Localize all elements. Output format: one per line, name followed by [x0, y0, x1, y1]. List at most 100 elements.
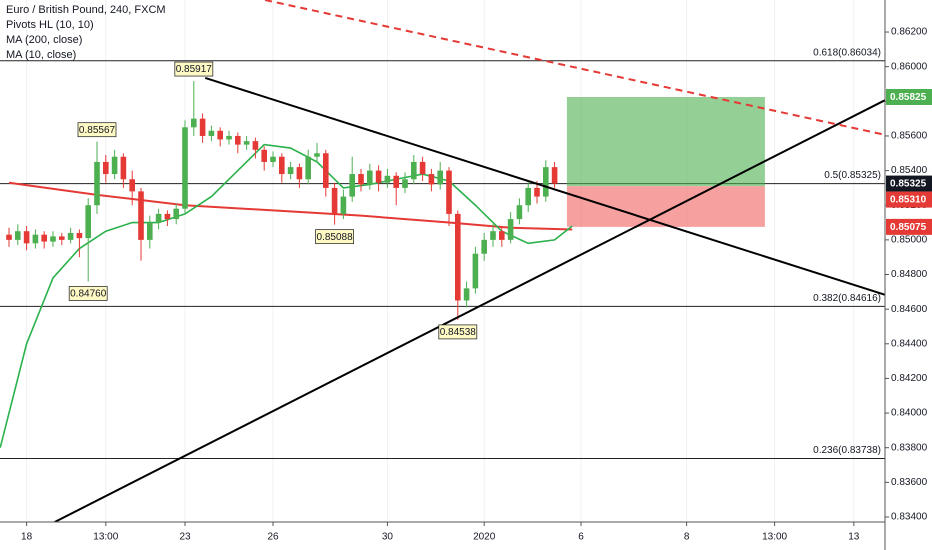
x-tick-label: 18 — [21, 532, 33, 543]
candle-body — [419, 161, 426, 175]
candle-body — [402, 179, 408, 188]
pivot-box — [77, 122, 117, 138]
moving-average — [8, 181, 573, 231]
candle-body — [296, 167, 303, 180]
legend-entry: MA (200, close) — [6, 34, 82, 46]
candle-body — [217, 130, 223, 140]
candle-body — [375, 170, 382, 183]
x-tick-label: 13 — [848, 532, 860, 543]
candle-body — [437, 170, 443, 185]
candle-body — [499, 231, 505, 240]
price-tag — [886, 88, 932, 105]
axes: 0.83400 0.83600 0.83800 0.84000 0.84200 0.844… — [21, 27, 932, 543]
candle-body — [103, 161, 109, 175]
y-tick-label: 0.83800 — [891, 442, 928, 453]
x-tick-label: 26 — [267, 532, 279, 543]
candle-body — [120, 156, 127, 180]
fib-label: 0.5(0.85325) — [824, 170, 881, 181]
candle-body — [525, 187, 531, 206]
y-tick-label: 0.85600 — [891, 131, 928, 142]
legend-entry: MA (10, close) — [6, 49, 76, 61]
legend-entry: Euro / British Pound, 240, FXCM — [6, 4, 166, 16]
x-tick-label: 13:00 — [762, 532, 787, 543]
y-tick-label: 0.84000 — [891, 408, 928, 419]
candle-body — [15, 231, 21, 240]
candle-body — [235, 135, 241, 145]
price-tag — [886, 218, 932, 235]
candle-body — [446, 170, 452, 214]
y-tick-label: 0.84600 — [891, 304, 928, 315]
pivot-label: 0.85088 — [317, 232, 354, 243]
candle-body — [305, 156, 311, 180]
candle-body — [111, 156, 118, 175]
candle-body — [155, 213, 162, 223]
candle-body — [129, 179, 135, 192]
candle-body — [384, 175, 391, 183]
candle-body — [358, 174, 364, 185]
candle-body — [551, 167, 558, 184]
candle-body — [23, 231, 30, 244]
candle-body — [340, 196, 347, 214]
price-tag — [886, 191, 932, 208]
legend-entry: Pivots HL (10, 10) — [6, 19, 94, 31]
candle-body — [6, 234, 12, 240]
candle-body — [252, 141, 259, 150]
price-tag-label: 0.85325 — [890, 179, 927, 190]
y-tick-label: 0.83400 — [891, 512, 928, 523]
plot: 0.618(0.86034) 0.5(0.85325) 0.382(0.84616)… — [0, 0, 886, 523]
target-zone — [566, 96, 765, 187]
moving-average — [0, 143, 573, 448]
candle-body — [208, 130, 215, 136]
candle-body — [472, 253, 479, 289]
y-tick-label: 0.85000 — [891, 235, 928, 246]
pivot-box — [174, 61, 214, 77]
pivot-label: 0.85917 — [176, 64, 213, 75]
candle-body — [59, 236, 65, 240]
candle-body — [243, 141, 250, 145]
candle-body — [67, 232, 74, 240]
candle-body — [138, 191, 144, 240]
pivot-box — [438, 324, 478, 340]
candle-body — [270, 156, 276, 162]
x-tick-label: 13:00 — [93, 532, 118, 543]
candle-body — [182, 127, 188, 209]
candle-body — [164, 213, 171, 220]
candle-body — [481, 239, 487, 254]
candle-body — [411, 161, 417, 180]
price-tag-label: 0.85825 — [890, 92, 927, 103]
candle-body — [50, 236, 56, 242]
price-tag-label: 0.85075 — [890, 222, 927, 233]
trend-line — [54, 99, 886, 523]
candle-body — [226, 135, 232, 140]
candle-body — [393, 175, 399, 188]
candle-body — [191, 118, 197, 128]
trend-line — [264, 0, 886, 136]
time-axis — [0, 522, 885, 550]
candle-body — [516, 205, 523, 220]
pivot-label: 0.85567 — [79, 125, 116, 136]
candle-body — [455, 213, 461, 301]
pivot-box — [68, 286, 108, 301]
price-tag-label: 0.85310 — [890, 195, 927, 206]
candle-body — [463, 288, 470, 301]
pivot-box — [315, 229, 355, 245]
candle-body — [199, 118, 206, 136]
fib-label: 0.618(0.86034) — [813, 47, 881, 58]
candle-body — [543, 167, 549, 197]
candle-body — [287, 167, 294, 175]
candle-body — [323, 153, 329, 188]
candle-body — [173, 208, 179, 220]
candle-body — [490, 231, 496, 240]
y-tick-label: 0.85400 — [891, 165, 928, 176]
y-tick-label: 0.86000 — [891, 61, 928, 72]
pivot-label: 0.84760 — [70, 289, 107, 300]
candle-body — [534, 187, 540, 197]
x-tick-label: 8 — [684, 532, 690, 543]
price-tag — [886, 175, 932, 192]
y-tick-label: 0.84400 — [891, 338, 928, 349]
x-tick-label: 23 — [179, 532, 191, 543]
y-tick-label: 0.84200 — [891, 373, 928, 384]
candle-body — [367, 170, 373, 185]
x-tick-label: 30 — [382, 532, 394, 543]
